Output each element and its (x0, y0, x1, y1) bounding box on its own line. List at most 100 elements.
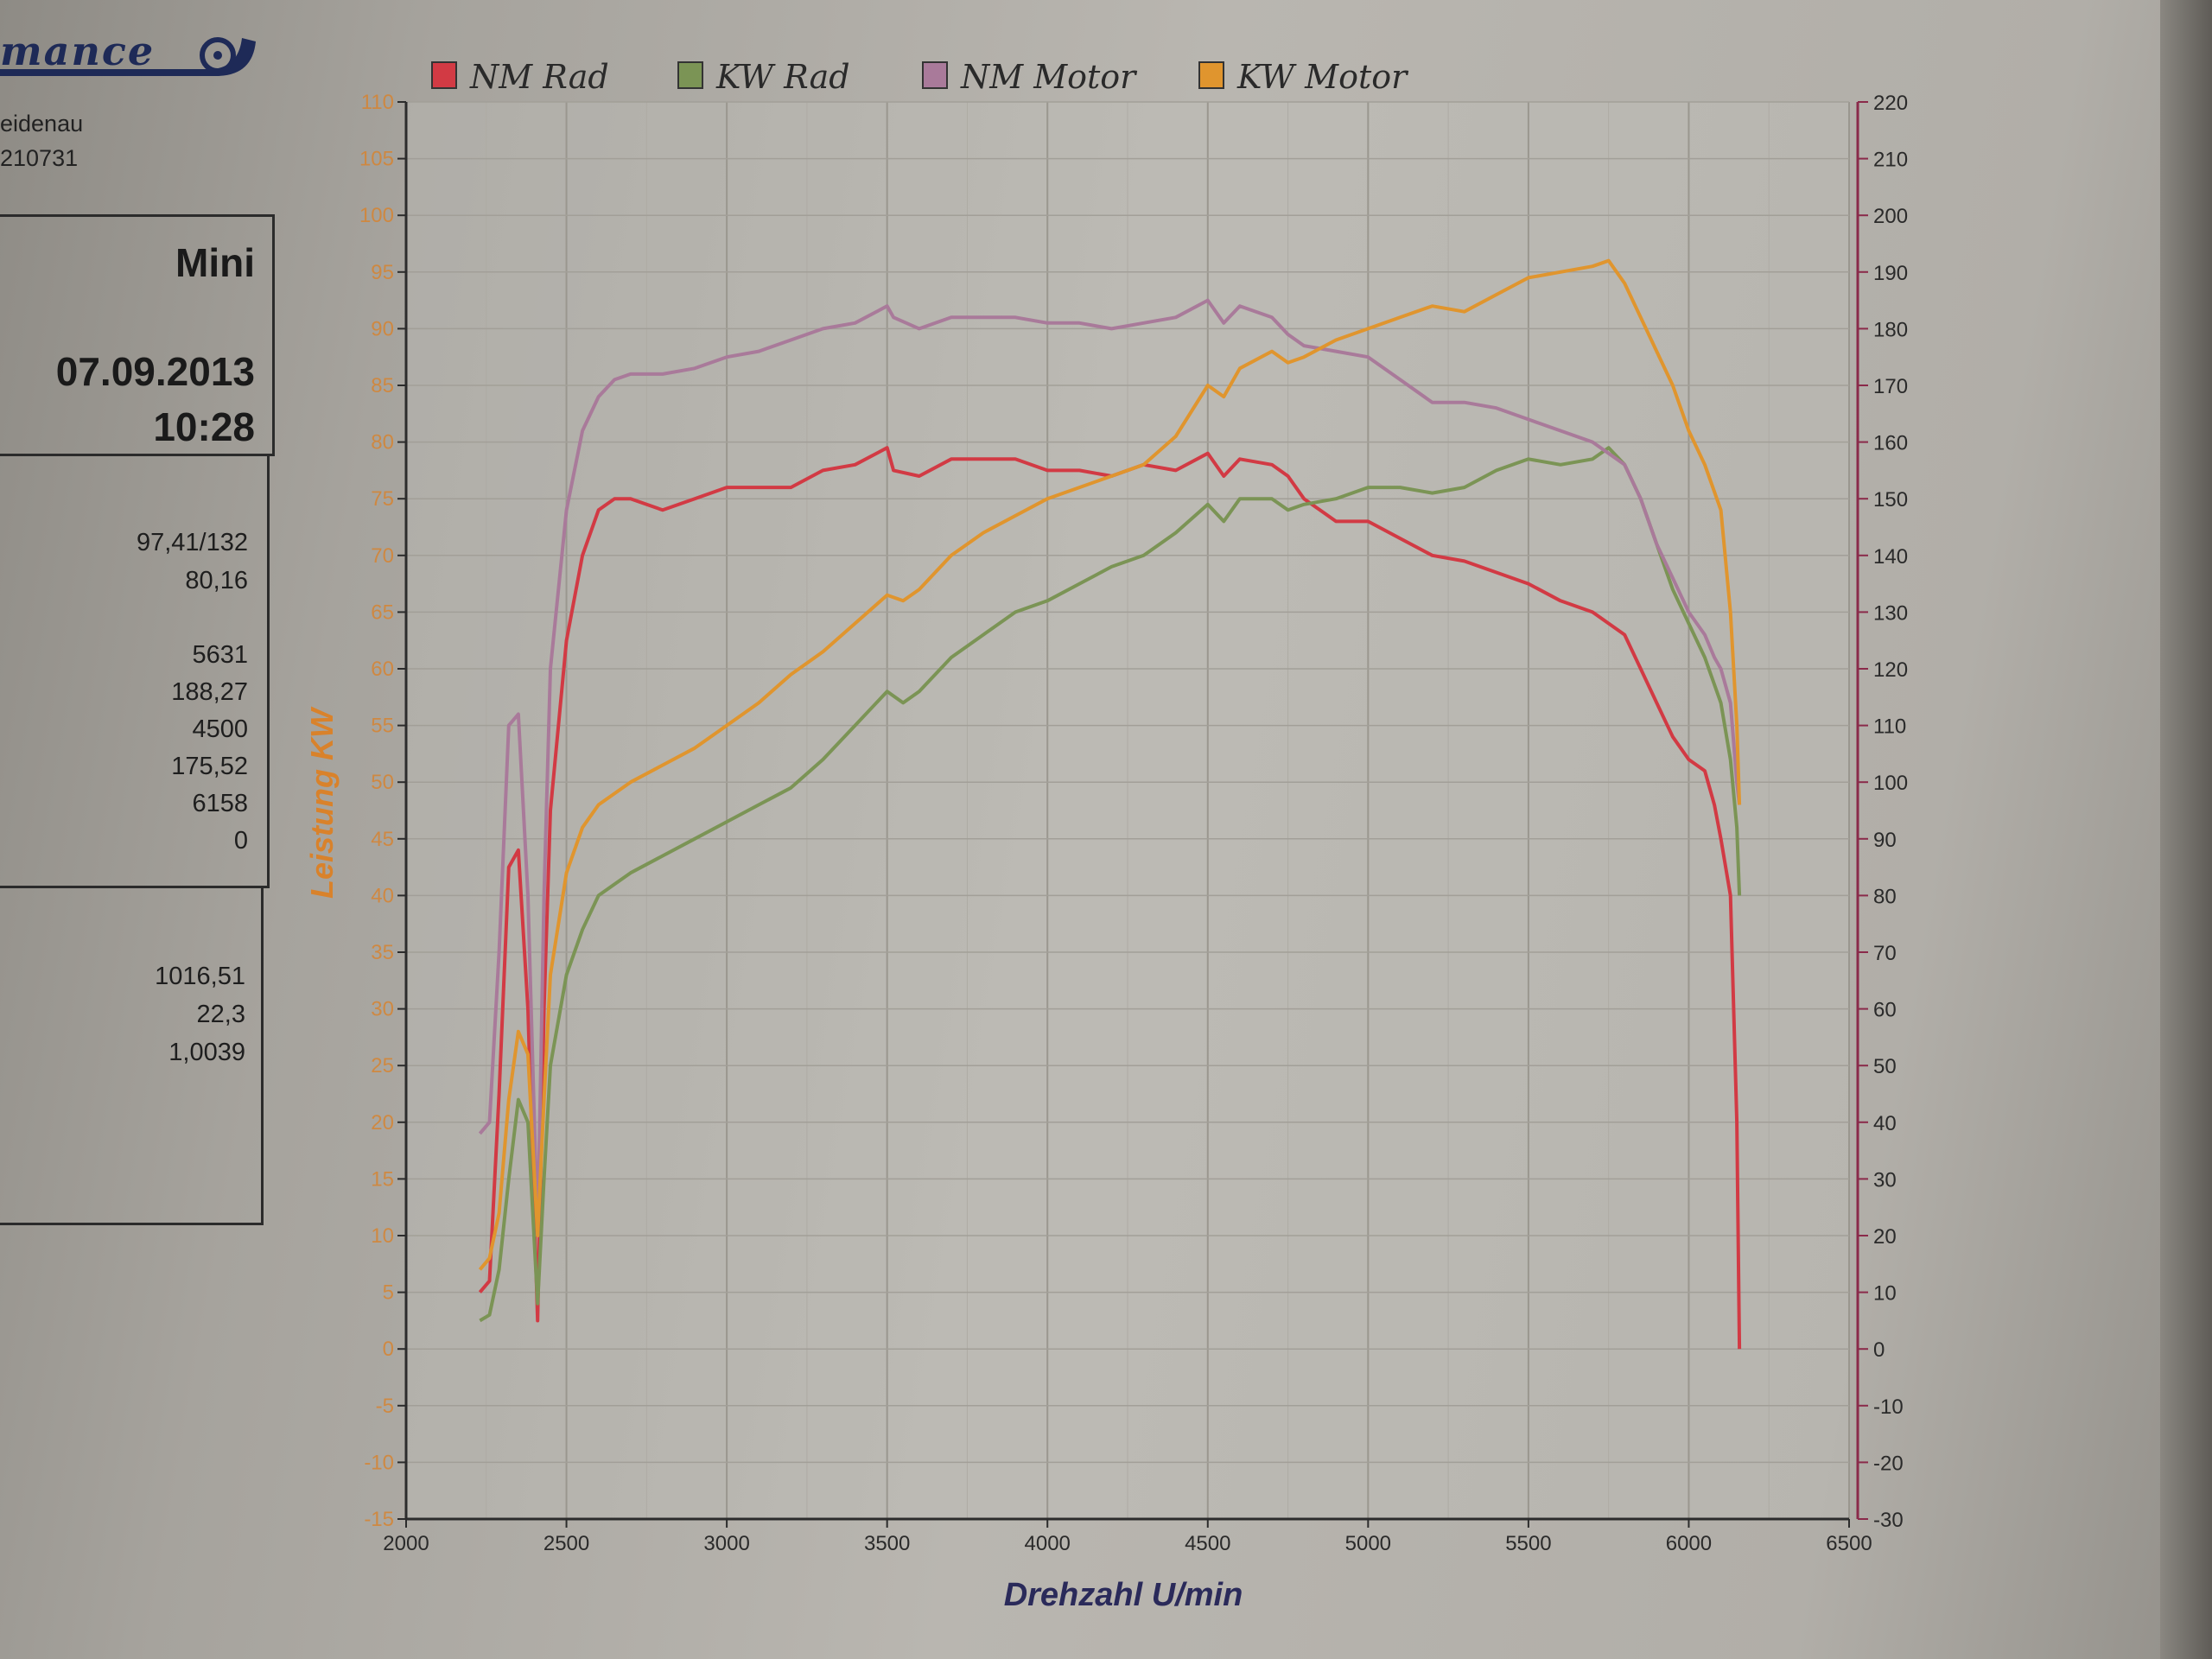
series-line-nm-motor (478, 298, 1742, 1237)
y-right-tick-label: 0 (1873, 1338, 1885, 1362)
y-tick-label: 70 (371, 544, 394, 568)
y-tick-label: -5 (376, 1395, 394, 1418)
y-tick-label: 30 (371, 998, 394, 1021)
y-right-tick-label: 130 (1873, 601, 1908, 625)
result-value-6: 175,52 (171, 753, 248, 780)
legend-swatch (922, 61, 948, 89)
grid (405, 101, 1850, 1520)
y-tick-label: 55 (371, 715, 394, 738)
y-tick-label: 50 (371, 771, 394, 794)
result-value-4: 188,27 (171, 678, 248, 706)
logo-text: mance (0, 28, 156, 74)
dyno-printout-sheet (0, 0, 2160, 1659)
result-value-2: 80,16 (185, 567, 248, 594)
y-right-tick-label: 210 (1873, 149, 1908, 172)
y-right-tick-label: 80 (1873, 885, 1897, 908)
y-right-tick-label: 60 (1873, 999, 1897, 1022)
x-tick-label: 5500 (1505, 1532, 1551, 1555)
result-value-8: 0 (233, 827, 248, 855)
y-tick-label: 20 (371, 1111, 394, 1135)
y-tick-label: 40 (371, 884, 394, 907)
legend: NM Rad KW Rad NM Motor KW Motor (431, 58, 1409, 96)
y-right-tick-label: 20 (1873, 1225, 1897, 1249)
company-logo: mance (0, 24, 259, 86)
y-right-tick-label: -20 (1873, 1452, 1904, 1475)
condition-value-3: 1,0039 (168, 1039, 245, 1066)
x-tick-label: 4500 (1185, 1532, 1230, 1555)
y-tick-label: 65 (371, 601, 394, 624)
x-tick-label: 5000 (1345, 1532, 1391, 1555)
y-right-tick-label: 50 (1873, 1055, 1897, 1078)
y-tick-label: 105 (359, 148, 394, 171)
y-right-tick-label: 200 (1873, 205, 1908, 228)
y-right-tick-label: -30 (1873, 1509, 1904, 1532)
x-axis-label: Drehzahl U/min (1004, 1577, 1243, 1613)
y-right-tick-label: 100 (1873, 772, 1908, 795)
y-right-tick-label: 70 (1873, 942, 1897, 965)
series-line-nm-rad (478, 446, 1742, 1350)
x-tick-label: 4000 (1025, 1532, 1071, 1555)
legend-label: KW Rad (715, 58, 850, 96)
legend-swatch (431, 61, 457, 89)
y-tick-label: 95 (371, 261, 394, 284)
logo-swoosh-icon (0, 37, 256, 76)
y-right-tick-label: 120 (1873, 658, 1908, 682)
x-tick-label: 6000 (1666, 1532, 1712, 1555)
dyno-chart: 2000 2500 3000 3500 4000 4500 5000 5500 6000 6500… (304, 58, 1908, 1613)
y-right-tick-label: 160 (1873, 432, 1908, 455)
x-tick-label: 6500 (1826, 1532, 1872, 1555)
y-right-tick-label: 40 (1873, 1112, 1897, 1135)
y-tick-label: 90 (371, 317, 394, 340)
y-right-tick-label: 150 (1873, 488, 1908, 512)
condition-value-2: 22,3 (196, 1001, 245, 1028)
result-value-3: 5631 (192, 641, 248, 669)
test-date: 07.09.2013 (55, 349, 255, 394)
conditions-box: 1016,51 22,3 1,0039 (0, 888, 264, 1225)
vehicle-name: Mini (175, 240, 255, 285)
y-right-tick-label: 30 (1873, 1168, 1897, 1192)
y-right-tick-label: 190 (1873, 262, 1908, 285)
y-tick-label: 110 (361, 91, 394, 114)
legend-label: KW Motor (1236, 58, 1409, 96)
results-box: 97,41/132 80,16 5631 188,27 4500 175,52 … (0, 456, 270, 888)
y-tick-label: 15 (371, 1167, 394, 1191)
result-value-1: 97,41/132 (136, 529, 248, 556)
x-tick-label: 3500 (864, 1532, 910, 1555)
x-tick-label: 3000 (703, 1532, 749, 1555)
x-tick-label: 2500 (543, 1532, 589, 1555)
address-line-1: eidenau (0, 111, 84, 137)
result-value-7: 6158 (192, 790, 248, 817)
y-right-tick-label: 140 (1873, 545, 1908, 569)
vehicle-info-box: Mini 07.09.2013 10:28 (0, 214, 275, 456)
y-tick-label: 5 (383, 1281, 394, 1305)
y-tick-label: 10 (371, 1224, 394, 1248)
y-right-tick-label: 10 (1873, 1282, 1897, 1306)
y-right-tick-label: 170 (1873, 375, 1908, 398)
test-time: 10:28 (153, 404, 255, 449)
address-line-2: 210731 (0, 145, 79, 171)
result-value-5: 4500 (192, 715, 248, 743)
y-tick-label: 100 (359, 204, 394, 227)
y-tick-label: 75 (371, 487, 394, 511)
y-tick-label: -10 (364, 1451, 394, 1474)
condition-value-1: 1016,51 (155, 963, 245, 990)
series-lines (478, 258, 1742, 1350)
y-tick-label: 45 (371, 828, 394, 851)
y-right-tick-label: 220 (1873, 92, 1908, 115)
y-right-tick-label: -10 (1873, 1395, 1904, 1419)
legend-label: NM Rad (469, 58, 609, 96)
y-tick-label: 80 (371, 431, 394, 454)
legend-swatch (1198, 61, 1224, 89)
y-right-tick-label: 90 (1873, 829, 1897, 852)
sheet-edge-shadow (2160, 0, 2212, 1659)
y-tick-label: 0 (383, 1338, 394, 1361)
y-tick-label: 85 (371, 374, 394, 397)
y-tick-label: -15 (364, 1508, 394, 1531)
legend-label: NM Motor (960, 58, 1138, 96)
legend-swatch (677, 61, 703, 89)
y-axis-label: Leistung KW (304, 706, 340, 899)
y-tick-label: 25 (371, 1054, 394, 1077)
x-tick-label: 2000 (383, 1532, 429, 1555)
y-right-tick-label: 180 (1873, 318, 1908, 341)
axes: 2000 2500 3000 3500 4000 4500 5000 5500 6000 6500… (359, 91, 1908, 1555)
